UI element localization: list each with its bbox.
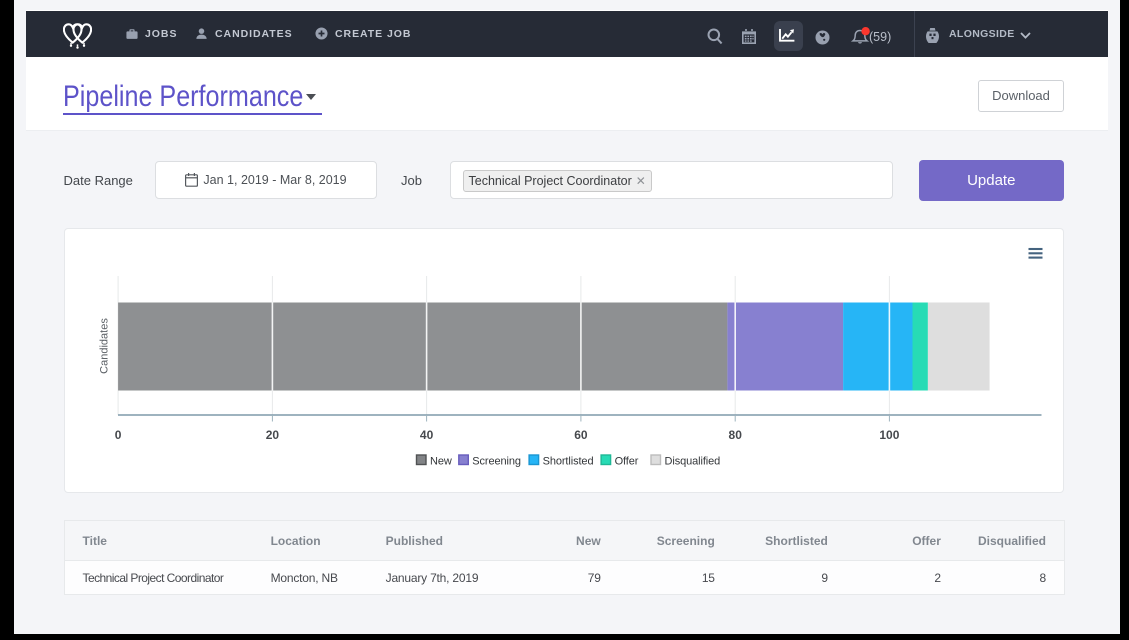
svg-text:20: 20 [265, 428, 279, 442]
svg-text:Offer: Offer [614, 456, 638, 468]
svg-text:80: 80 [728, 428, 742, 442]
svg-text:New: New [430, 456, 452, 468]
svg-text:60: 60 [574, 428, 588, 442]
svg-text:0: 0 [114, 428, 121, 442]
svg-text:Screening: Screening [472, 456, 521, 468]
svg-text:40: 40 [419, 428, 433, 442]
svg-text:Shortlisted: Shortlisted [542, 456, 593, 468]
svg-text:Disqualified: Disqualified [664, 456, 720, 468]
svg-text:Candidates: Candidates [98, 318, 110, 374]
svg-text:100: 100 [879, 428, 899, 442]
